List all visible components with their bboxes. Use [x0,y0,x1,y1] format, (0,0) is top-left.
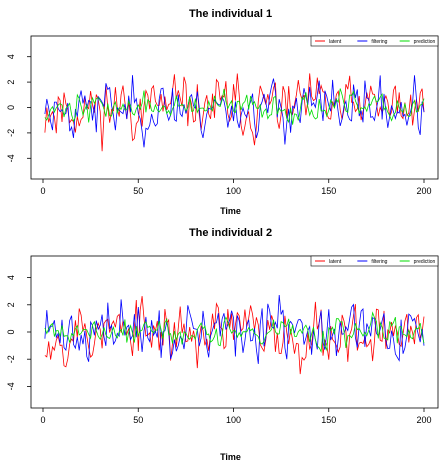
chart-title: The individual 1 [189,8,272,20]
y-tick-label: -4 [6,154,16,162]
y-tick-label: 0 [6,329,16,334]
legend: latent filtering prediction [310,255,439,267]
series-line-prediction [44,88,425,125]
y-tick-label: 4 [6,275,16,280]
legend-label-filtering: filtering [371,259,387,265]
y-tick-label: 2 [6,302,16,307]
chart-panel-1: The individual 1 4 2 0 -2 -4 0 50 100 150 200 Time l… [6,8,439,216]
series-line-filtering [44,75,425,148]
x-tick-label: 200 [416,186,431,196]
legend-label-prediction: prediction [414,259,436,265]
series-line-latent [44,73,425,152]
legend-label-prediction: prediction [414,39,436,45]
legend-box [310,255,439,267]
x-tick-label: 100 [226,186,241,196]
legend-label-latent: latent [329,39,342,45]
y-tick-label: 4 [6,54,16,59]
y-tick-label: -2 [6,129,16,137]
x-axis-label: Time [220,206,241,216]
y-tick-label: 0 [6,105,16,110]
series-line-prediction [44,311,425,354]
x-tick-label: 150 [321,186,336,196]
x-tick-label: 0 [40,415,45,425]
chart-title: The individual 2 [189,227,272,239]
x-tick-label: 50 [133,415,143,425]
x-tick-label: 100 [226,415,241,425]
x-tick-label: 200 [416,415,431,425]
legend: latent filtering prediction [310,35,439,47]
x-tick-label: 50 [133,186,143,196]
chart-panel-2: The individual 2 4 2 0 -2 -4 0 50 100 150 200 Time l… [6,227,439,462]
x-tick-label: 150 [321,415,336,425]
x-tick-label: 0 [40,186,45,196]
series-line-filtering [44,294,425,364]
y-tick-label: -2 [6,355,16,363]
legend-label-latent: latent [329,259,342,265]
x-axis-label: Time [220,452,241,462]
y-tick-label: 2 [6,80,16,85]
legend-box [310,35,439,47]
legend-label-filtering: filtering [371,39,387,45]
y-tick-label: -4 [6,382,16,390]
